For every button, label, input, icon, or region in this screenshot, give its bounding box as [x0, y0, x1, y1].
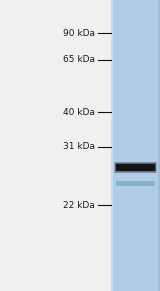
Bar — [116, 164, 155, 170]
Text: 40 kDa: 40 kDa — [63, 108, 95, 116]
Bar — [116, 165, 155, 170]
Bar — [116, 164, 156, 171]
Bar — [111, 0, 160, 291]
Text: 90 kDa: 90 kDa — [63, 29, 95, 38]
Bar — [117, 166, 155, 169]
Bar — [115, 162, 156, 173]
Bar — [116, 164, 155, 171]
Bar — [111, 0, 113, 291]
Bar — [158, 0, 160, 291]
Text: 31 kDa: 31 kDa — [63, 143, 95, 151]
Bar — [115, 163, 156, 171]
Bar — [114, 162, 157, 173]
Bar — [116, 181, 155, 186]
Text: 65 kDa: 65 kDa — [63, 55, 95, 64]
Bar — [115, 163, 156, 172]
Text: 22 kDa: 22 kDa — [64, 201, 95, 210]
